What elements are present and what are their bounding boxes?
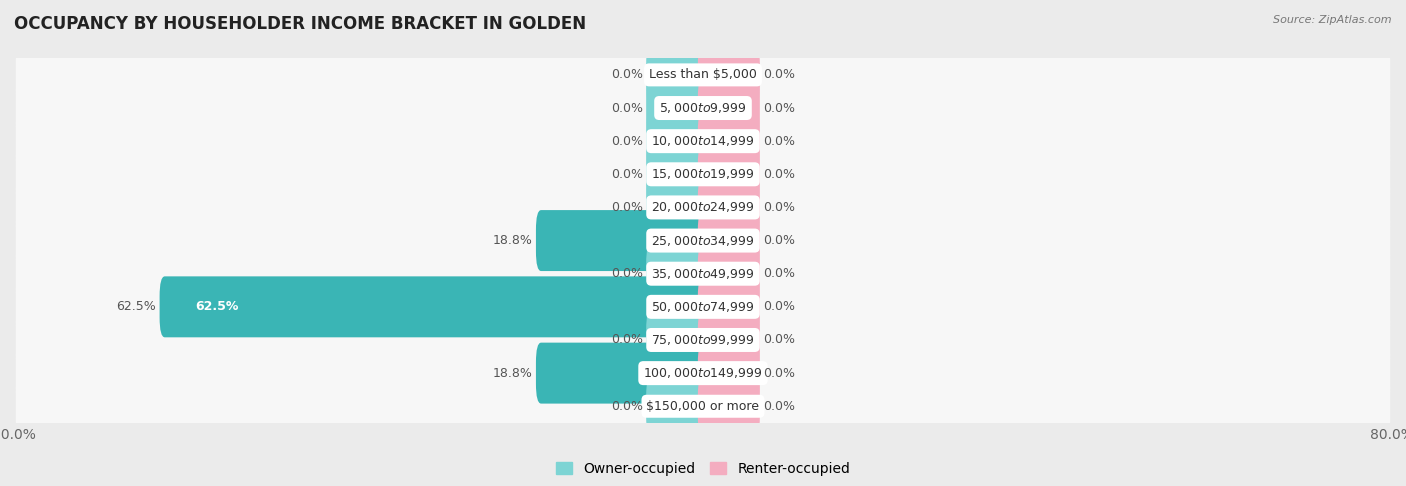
Text: 0.0%: 0.0% (763, 366, 796, 380)
FancyBboxPatch shape (160, 277, 709, 337)
FancyBboxPatch shape (697, 310, 759, 370)
FancyBboxPatch shape (15, 201, 1391, 280)
Text: 0.0%: 0.0% (763, 400, 796, 413)
FancyBboxPatch shape (697, 343, 759, 403)
FancyBboxPatch shape (15, 367, 1391, 446)
Text: $35,000 to $49,999: $35,000 to $49,999 (651, 267, 755, 281)
FancyBboxPatch shape (15, 267, 1391, 346)
FancyBboxPatch shape (15, 234, 1391, 313)
Text: OCCUPANCY BY HOUSEHOLDER INCOME BRACKET IN GOLDEN: OCCUPANCY BY HOUSEHOLDER INCOME BRACKET … (14, 15, 586, 33)
Text: $20,000 to $24,999: $20,000 to $24,999 (651, 200, 755, 214)
FancyBboxPatch shape (697, 243, 759, 304)
Text: 0.0%: 0.0% (610, 69, 643, 81)
Text: $10,000 to $14,999: $10,000 to $14,999 (651, 134, 755, 148)
FancyBboxPatch shape (647, 44, 709, 105)
FancyBboxPatch shape (647, 78, 709, 139)
FancyBboxPatch shape (15, 334, 1391, 413)
Text: $5,000 to $9,999: $5,000 to $9,999 (659, 101, 747, 115)
FancyBboxPatch shape (697, 78, 759, 139)
Text: $75,000 to $99,999: $75,000 to $99,999 (651, 333, 755, 347)
Text: 0.0%: 0.0% (763, 135, 796, 148)
Text: Less than $5,000: Less than $5,000 (650, 69, 756, 81)
FancyBboxPatch shape (697, 44, 759, 105)
Text: 0.0%: 0.0% (610, 267, 643, 280)
Text: 0.0%: 0.0% (763, 69, 796, 81)
FancyBboxPatch shape (697, 277, 759, 337)
Text: 0.0%: 0.0% (763, 168, 796, 181)
Text: 18.8%: 18.8% (492, 234, 533, 247)
Text: 0.0%: 0.0% (610, 400, 643, 413)
FancyBboxPatch shape (15, 35, 1391, 114)
FancyBboxPatch shape (647, 376, 709, 437)
Text: 0.0%: 0.0% (610, 102, 643, 115)
FancyBboxPatch shape (536, 210, 709, 271)
Text: 62.5%: 62.5% (117, 300, 156, 313)
FancyBboxPatch shape (647, 111, 709, 172)
Text: 0.0%: 0.0% (763, 234, 796, 247)
Text: $100,000 to $149,999: $100,000 to $149,999 (644, 366, 762, 380)
Text: $50,000 to $74,999: $50,000 to $74,999 (651, 300, 755, 314)
Text: 0.0%: 0.0% (763, 201, 796, 214)
FancyBboxPatch shape (15, 300, 1391, 380)
Text: $150,000 or more: $150,000 or more (647, 400, 759, 413)
FancyBboxPatch shape (536, 343, 709, 403)
Text: 0.0%: 0.0% (610, 201, 643, 214)
FancyBboxPatch shape (647, 177, 709, 238)
FancyBboxPatch shape (647, 310, 709, 370)
Text: 0.0%: 0.0% (763, 102, 796, 115)
Text: 18.8%: 18.8% (492, 366, 533, 380)
Text: 0.0%: 0.0% (763, 300, 796, 313)
Text: 0.0%: 0.0% (610, 333, 643, 347)
FancyBboxPatch shape (15, 102, 1391, 181)
FancyBboxPatch shape (15, 168, 1391, 247)
FancyBboxPatch shape (15, 135, 1391, 214)
Text: 0.0%: 0.0% (610, 135, 643, 148)
FancyBboxPatch shape (697, 210, 759, 271)
FancyBboxPatch shape (15, 69, 1391, 147)
Legend: Owner-occupied, Renter-occupied: Owner-occupied, Renter-occupied (550, 456, 856, 482)
Text: $25,000 to $34,999: $25,000 to $34,999 (651, 234, 755, 247)
FancyBboxPatch shape (697, 177, 759, 238)
FancyBboxPatch shape (697, 376, 759, 437)
FancyBboxPatch shape (697, 111, 759, 172)
Text: Source: ZipAtlas.com: Source: ZipAtlas.com (1274, 15, 1392, 25)
Text: 0.0%: 0.0% (610, 168, 643, 181)
FancyBboxPatch shape (647, 243, 709, 304)
Text: $15,000 to $19,999: $15,000 to $19,999 (651, 167, 755, 181)
Text: 0.0%: 0.0% (763, 267, 796, 280)
FancyBboxPatch shape (647, 144, 709, 205)
Text: 0.0%: 0.0% (763, 333, 796, 347)
Text: 62.5%: 62.5% (195, 300, 238, 313)
FancyBboxPatch shape (697, 144, 759, 205)
